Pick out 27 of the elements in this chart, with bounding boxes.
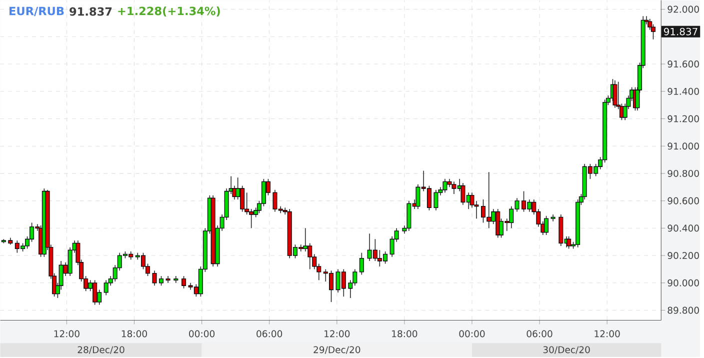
- x-tick-label: 06:00: [256, 330, 282, 338]
- x-tick-label: 18:00: [392, 330, 418, 338]
- annotation: 91.837: [70, 7, 112, 16]
- y-tick-label: 92.000: [668, 6, 699, 13]
- x-tick-label: 12:00: [324, 330, 350, 338]
- y-tick-label: 91.400: [668, 88, 699, 95]
- y-tick-label: 90.000: [668, 279, 699, 286]
- y-tick-label: 90.400: [668, 224, 699, 232]
- y-tick-label: 90.200: [668, 252, 699, 259]
- y-tick-label: 91.000: [668, 142, 699, 150]
- annotation: +1.228(+1.34%): [118, 6, 220, 16]
- x-tick-label: 18:00: [122, 330, 147, 338]
- x-tick-label: 06:00: [526, 330, 552, 338]
- text: 91.837: [664, 28, 698, 36]
- text: 29/Dec/20: [314, 346, 360, 354]
- chart-title: EUR/RUB: [10, 6, 64, 16]
- y-tick-label: 90.600: [668, 197, 699, 204]
- y-tick-label: 91.600: [668, 60, 699, 68]
- y-tick-label: 89.800: [668, 306, 699, 314]
- text: 30/Dec/20: [543, 346, 590, 354]
- x-tick-label: 12:00: [54, 330, 80, 338]
- text: 28/Dec/20: [78, 346, 124, 354]
- x-tick-label: 00:00: [459, 330, 485, 338]
- x-tick-label: 00:00: [189, 330, 215, 338]
- y-tick-label: 90.800: [668, 170, 699, 177]
- x-tick-label: 12:00: [594, 330, 620, 338]
- y-tick-label: 91.200: [668, 115, 699, 122]
